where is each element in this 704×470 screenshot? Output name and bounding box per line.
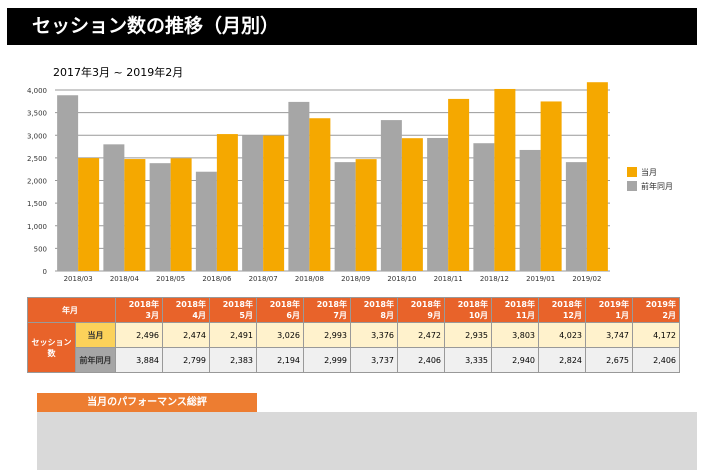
- bar-prev-year: [519, 149, 541, 271]
- session-table: 年月 2018年 3月 2018年 4月 2018年 5月 2018年 6月 2018年 7月 201…: [27, 297, 680, 373]
- current-value: 3,376: [350, 322, 398, 348]
- bar-prev-year: [195, 171, 217, 271]
- bar-prev-year: [427, 137, 449, 271]
- header-month: 2019年 2月: [632, 297, 680, 323]
- prev-year-value: 2,194: [256, 347, 304, 373]
- bar-current: [401, 138, 423, 271]
- y-tick-label: 2,500: [27, 155, 47, 163]
- current-value: 3,803: [491, 322, 539, 348]
- header-month: 2018年 10月: [444, 297, 492, 323]
- current-value: 3,026: [256, 322, 304, 348]
- y-tick-label: 1,500: [27, 200, 47, 208]
- x-tick-label: 2018/09: [341, 275, 370, 283]
- x-tick-label: 2018/05: [156, 275, 185, 283]
- bar-prev-year: [334, 162, 356, 271]
- y-tick-label: 3,500: [27, 110, 47, 118]
- prev-year-value: 2,675: [585, 347, 633, 373]
- performance-summary-box: [37, 412, 697, 470]
- bar-prev-year: [380, 120, 402, 271]
- current-value: 3,747: [585, 322, 633, 348]
- x-tick-label: 2018/10: [387, 275, 416, 283]
- current-value: 2,993: [303, 322, 351, 348]
- header-month: 2018年 6月: [256, 297, 304, 323]
- x-tick-label: 2018/11: [434, 275, 463, 283]
- y-tick-label: 500: [34, 245, 47, 253]
- page-title: セッション数の推移（月別）: [7, 8, 697, 45]
- prev-year-value: 2,799: [162, 347, 210, 373]
- bar-current: [586, 82, 608, 271]
- y-tick-label: 3,000: [27, 132, 47, 140]
- current-value: 4,172: [632, 322, 680, 348]
- x-tick-label: 2018/08: [295, 275, 324, 283]
- x-tick-label: 2018/07: [249, 275, 278, 283]
- prev-year-value: 2,406: [397, 347, 445, 373]
- bar-current: [216, 134, 238, 271]
- bar-current: [309, 118, 331, 272]
- bar-current: [170, 158, 192, 271]
- row-group-sessions: セッション数: [27, 322, 76, 373]
- prev-year-value: 2,383: [209, 347, 257, 373]
- header-month: 2018年 8月: [350, 297, 398, 323]
- bar-prev-year: [473, 143, 495, 271]
- header-month: 2018年 3月: [115, 297, 163, 323]
- bar-current: [494, 88, 516, 271]
- legend-swatch: [627, 181, 637, 191]
- current-value: 4,023: [538, 322, 586, 348]
- legend-label: 前年同月: [641, 181, 673, 191]
- prev-year-value: 2,999: [303, 347, 351, 373]
- header-month: 2018年 4月: [162, 297, 210, 323]
- y-tick-label: 1,000: [27, 223, 47, 231]
- x-tick-label: 2018/06: [202, 275, 232, 283]
- row-label-current: 当月: [75, 322, 116, 348]
- bar-current: [78, 158, 100, 271]
- header-month: 2018年 7月: [303, 297, 351, 323]
- header-month: 2018年 5月: [209, 297, 257, 323]
- row-label-prev-year: 前年同月: [75, 347, 116, 373]
- header-month: 2018年 12月: [538, 297, 586, 323]
- x-tick-label: 2018/12: [480, 275, 509, 283]
- current-value: 2,496: [115, 322, 163, 348]
- chart-title: 2017年3月 ~ 2019年2月: [53, 66, 184, 79]
- bar-prev-year: [103, 144, 125, 271]
- x-tick-label: 2019/02: [572, 275, 601, 283]
- prev-year-value: 2,824: [538, 347, 586, 373]
- bar-prev-year: [242, 135, 264, 271]
- bar-prev-year: [565, 162, 587, 271]
- bar-prev-year: [149, 163, 171, 271]
- current-value: 2,474: [162, 322, 210, 348]
- prev-year-value: 3,335: [444, 347, 492, 373]
- prev-year-value: 3,884: [115, 347, 163, 373]
- y-tick-label: 2,000: [27, 178, 47, 186]
- header-month: 2018年 11月: [491, 297, 539, 323]
- y-tick-label: 0: [43, 268, 47, 276]
- header-month: 2018年 9月: [397, 297, 445, 323]
- y-tick-label: 4,000: [27, 87, 47, 95]
- current-value: 2,935: [444, 322, 492, 348]
- legend-label: 当月: [641, 167, 657, 177]
- bar-prev-year: [57, 95, 79, 272]
- header-month: 2019年 1月: [585, 297, 633, 323]
- current-value: 2,472: [397, 322, 445, 348]
- prev-year-value: 3,737: [350, 347, 398, 373]
- performance-summary-label: 当月のパフォーマンス総評: [37, 393, 257, 412]
- x-tick-label: 2018/04: [110, 275, 140, 283]
- bar-current: [540, 101, 562, 272]
- bar-current: [355, 159, 377, 271]
- current-value: 2,491: [209, 322, 257, 348]
- bar-current: [124, 159, 146, 271]
- bar-current: [263, 135, 285, 271]
- bar-prev-year: [288, 101, 310, 271]
- legend-swatch: [627, 167, 637, 177]
- prev-year-value: 2,940: [491, 347, 539, 373]
- x-tick-label: 2018/03: [64, 275, 93, 283]
- bar-current: [448, 98, 470, 271]
- x-tick-label: 2019/01: [526, 275, 555, 283]
- prev-year-value: 2,406: [632, 347, 680, 373]
- session-bar-chart: 0 500 1,000 1,500 2,000 2,500 3,000 3,500 4,000 2…: [27, 82, 673, 283]
- header-year-month: 年月: [27, 297, 116, 323]
